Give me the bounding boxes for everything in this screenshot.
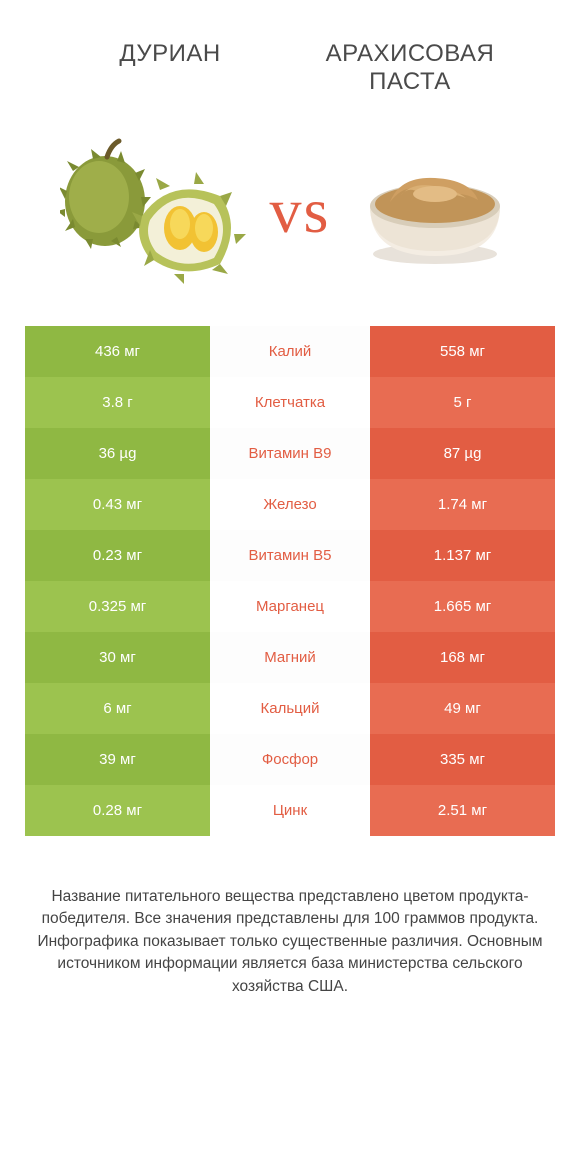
peanut-butter-icon [350,136,520,286]
nutrient-label: Кальций [210,683,370,734]
value-right: 1.137 мг [370,530,555,581]
durian-icon [60,136,250,286]
nutrient-label: Марганец [210,581,370,632]
value-left: 0.28 мг [25,785,210,836]
value-right: 5 г [370,377,555,428]
value-left: 0.43 мг [25,479,210,530]
value-right: 87 µg [370,428,555,479]
nutrient-label: Клетчатка [210,377,370,428]
nutrient-label: Витамин B9 [210,428,370,479]
footer-line: Все значения представлены для 100 граммо… [134,910,538,927]
value-right: 558 мг [370,326,555,377]
table-row: 436 мгКалий558 мг [25,326,555,377]
table-row: 0.28 мгЦинк2.51 мг [25,785,555,836]
value-right: 168 мг [370,632,555,683]
value-right: 1.665 мг [370,581,555,632]
value-right: 335 мг [370,734,555,785]
table-row: 3.8 гКлетчатка5 г [25,377,555,428]
title-right: АРАХИСОВАЯ ПАСТА [290,40,530,96]
value-left: 0.325 мг [25,581,210,632]
nutrient-label: Витамин B5 [210,530,370,581]
comparison-table: 436 мгКалий558 мг3.8 гКлетчатка5 г36 µgВ… [25,326,555,836]
value-right: 1.74 мг [370,479,555,530]
value-left: 6 мг [25,683,210,734]
table-row: 30 мгМагний168 мг [25,632,555,683]
nutrient-label: Магний [210,632,370,683]
title-left: ДУРИАН [50,40,290,96]
titles-row: ДУРИАН АРАХИСОВАЯ ПАСТА [0,0,580,106]
table-row: 6 мгКальций49 мг [25,683,555,734]
table-row: 39 мгФосфор335 мг [25,734,555,785]
table-row: 0.325 мгМарганец1.665 мг [25,581,555,632]
vs-label: vs [270,174,331,248]
value-right: 49 мг [370,683,555,734]
nutrient-label: Цинк [210,785,370,836]
value-left: 0.23 мг [25,530,210,581]
table-row: 36 µgВитамин B987 µg [25,428,555,479]
value-right: 2.51 мг [370,785,555,836]
nutrient-label: Железо [210,479,370,530]
footer-notes: Название питательного вещества представл… [35,886,545,998]
table-row: 0.23 мгВитамин B51.137 мг [25,530,555,581]
table-row: 0.43 мгЖелезо1.74 мг [25,479,555,530]
value-left: 39 мг [25,734,210,785]
footer-line: Инфографика показывает только существенн… [37,933,467,950]
nutrient-label: Калий [210,326,370,377]
value-left: 36 µg [25,428,210,479]
nutrient-label: Фосфор [210,734,370,785]
hero-row: vs [0,106,580,326]
value-left: 436 мг [25,326,210,377]
value-left: 3.8 г [25,377,210,428]
value-left: 30 мг [25,632,210,683]
